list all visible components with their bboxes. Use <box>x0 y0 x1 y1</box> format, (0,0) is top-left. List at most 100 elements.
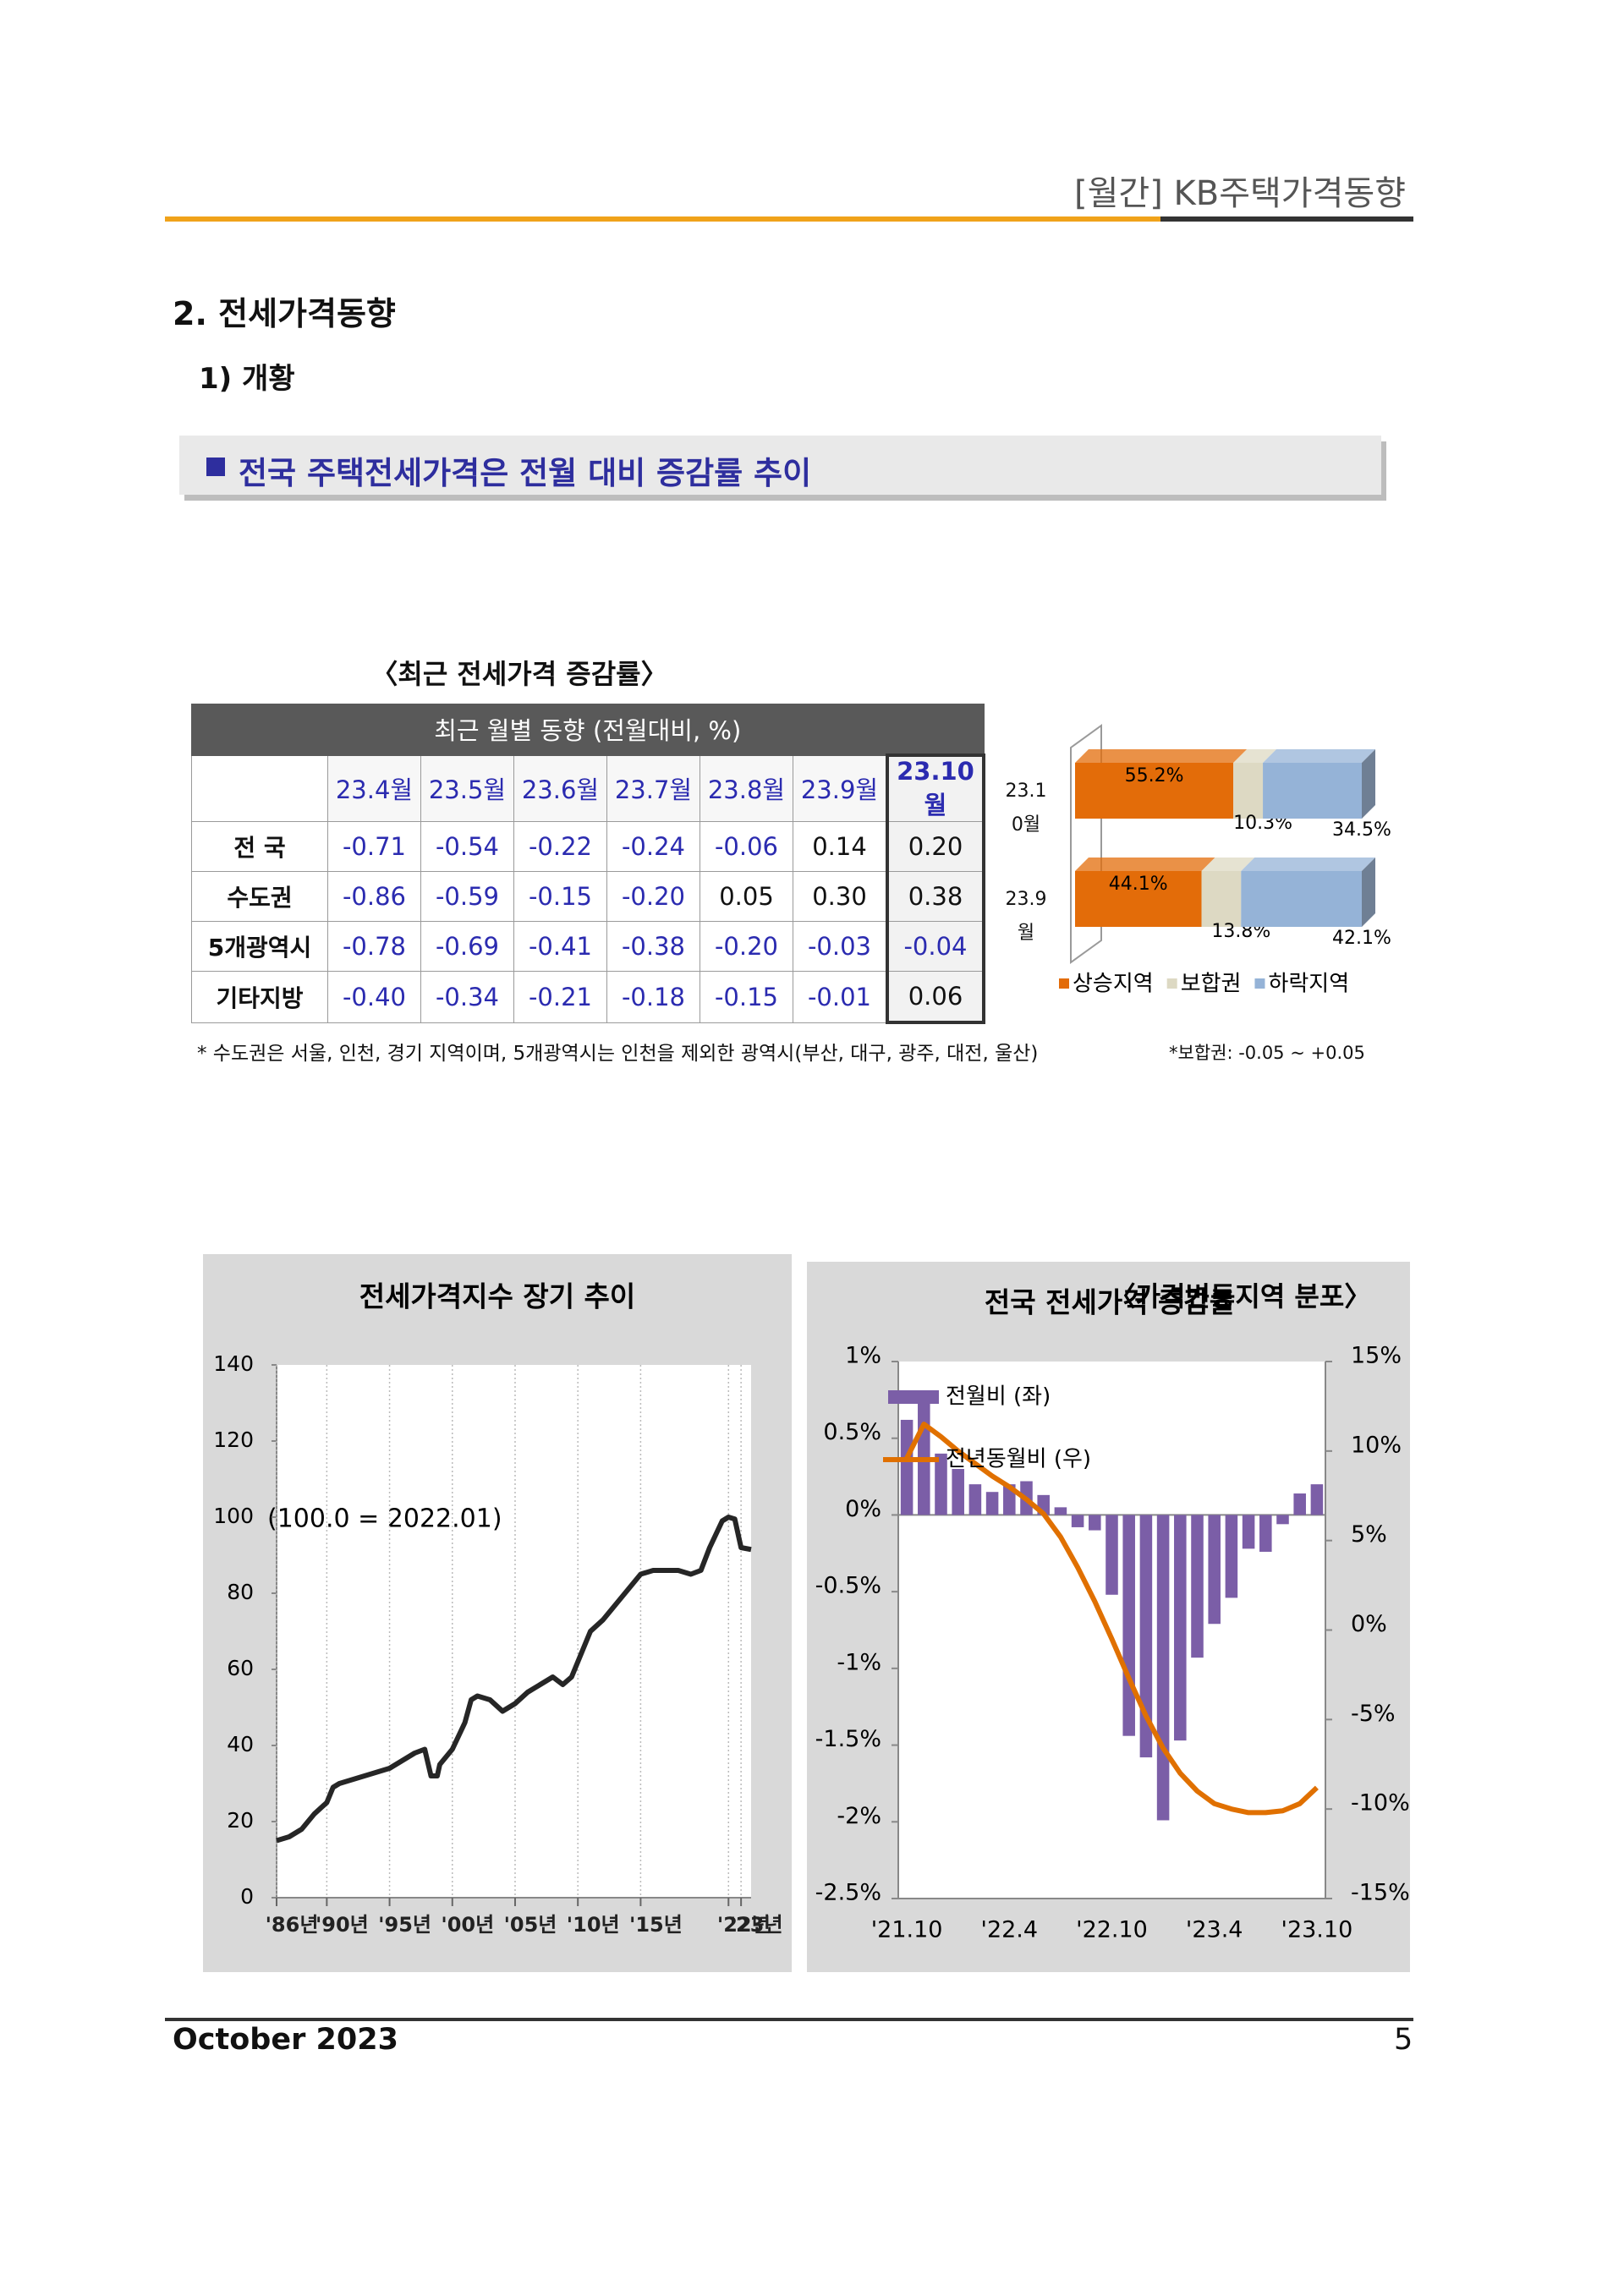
y2-tick-label: -10% <box>1351 1790 1410 1817</box>
table-cell: -0.21 <box>513 971 607 1023</box>
column-header: 23.8월 <box>700 754 793 822</box>
bar-top <box>1201 858 1255 871</box>
y-tick-label: -1% <box>837 1649 881 1675</box>
table-cell: -0.04 <box>886 921 985 972</box>
table-row: 최근 월별 동향 (전월대비, %) <box>191 704 985 756</box>
bar <box>1075 871 1202 927</box>
annotation: (100.0 = 2022.01) <box>267 1504 502 1534</box>
y-tick-label: 0 <box>240 1884 254 1909</box>
table-cell: -0.20 <box>606 871 700 922</box>
banner-text: 전국 주택전세가격은 전월 대비 증감률 추이 <box>239 455 812 491</box>
plot-area <box>277 1365 751 1898</box>
table-cell: 0.06 <box>886 971 985 1024</box>
section-title: 2. 전세가격동향 <box>173 295 396 332</box>
table-cell: -0.59 <box>420 871 514 922</box>
table-cell: -0.78 <box>327 921 421 972</box>
bar <box>1293 1493 1306 1515</box>
row-header: 5개광역시 <box>191 921 328 972</box>
bar <box>1191 1515 1204 1658</box>
category-label: 23.10월 <box>1005 781 1047 836</box>
bar <box>1122 1515 1135 1736</box>
bar-top <box>1241 858 1375 871</box>
x-tick-label: '05년 <box>504 1913 557 1937</box>
bar <box>1075 763 1234 819</box>
y-tick-label: -2% <box>837 1803 881 1829</box>
footer-rule <box>165 2018 1413 2021</box>
x-tick-label: '15년 <box>629 1913 683 1937</box>
table-cell: -0.06 <box>700 821 793 872</box>
bar-top <box>1233 749 1277 763</box>
column-header: 23.7월 <box>606 754 700 822</box>
x-tick-label: '00년 <box>441 1913 494 1937</box>
x-tick-label: '23.4 <box>1186 1917 1243 1943</box>
y-tick-label: 1% <box>845 1343 881 1369</box>
header-rule <box>165 216 1160 222</box>
x-tick-label: '95년 <box>378 1913 431 1937</box>
y-tick-label: -1.5% <box>815 1726 881 1752</box>
bar <box>1242 1515 1255 1549</box>
bar <box>1263 763 1362 819</box>
header-rule-dark <box>1160 216 1413 222</box>
table-cell: 0.38 <box>886 871 985 922</box>
y2-tick-label: 15% <box>1351 1343 1402 1369</box>
table-cell: -0.86 <box>327 871 421 922</box>
x-tick-label: '22.4 <box>981 1917 1039 1943</box>
bar <box>935 1453 947 1515</box>
x-tick-label: '10년 <box>567 1913 620 1937</box>
y-tick-label: 80 <box>227 1580 254 1604</box>
bar <box>1106 1515 1118 1595</box>
y-tick-label: 120 <box>213 1427 254 1452</box>
bar-side <box>1362 858 1375 927</box>
bar <box>1156 1515 1170 1821</box>
y-tick-label: 0.5% <box>823 1419 881 1445</box>
table-cell: -0.40 <box>327 971 421 1023</box>
banner <box>179 436 1381 495</box>
chart-title: 전세가격지수 장기 추이 <box>359 1280 636 1313</box>
table-cell: -0.71 <box>327 821 421 872</box>
table-cell: -0.03 <box>793 921 888 972</box>
bar <box>1054 1507 1067 1515</box>
y-tick-label: 60 <box>227 1656 254 1680</box>
bar <box>1071 1515 1084 1527</box>
legend-label: 전년동월비 (우) <box>946 1447 1091 1472</box>
bar <box>1233 763 1264 819</box>
subsection-title: 1) 개황 <box>199 362 295 396</box>
column-header: 23.9월 <box>793 754 888 822</box>
plot-area <box>898 1362 1325 1899</box>
table-cell: -0.54 <box>420 821 514 872</box>
legend-swatch <box>888 1390 939 1404</box>
bar <box>900 1419 914 1515</box>
table-cell: -0.38 <box>606 921 700 972</box>
table-cell: -0.15 <box>513 871 607 922</box>
column-header: 23.5월 <box>420 754 514 822</box>
chart-title: 〈가격변동지역 분포〉 <box>1109 1280 1372 1312</box>
table-header: 최근 월별 동향 (전월대비, %) <box>191 704 985 756</box>
banner-bullet <box>206 458 225 476</box>
y2-tick-label: 5% <box>1351 1521 1387 1548</box>
table-cell: -0.69 <box>420 921 514 972</box>
y2-tick-label: -15% <box>1351 1880 1410 1906</box>
bar <box>918 1398 930 1515</box>
legend-label: 상승지역 <box>1073 972 1154 997</box>
x-tick-label: '21.10 <box>871 1917 943 1943</box>
x-tick-label: '90년 <box>315 1913 369 1937</box>
legend-label: 하락지역 <box>1268 972 1349 997</box>
bar <box>1225 1515 1238 1598</box>
column-header: 23.6월 <box>513 754 607 822</box>
table-cell: -0.20 <box>700 921 793 972</box>
bar <box>952 1469 964 1515</box>
table-row: 23.4월 23.5월 23.6월 23.7월 23.8월 23.9월 23.10월 <box>191 753 985 822</box>
legend-label: 보합권 <box>1181 972 1242 997</box>
line <box>904 1422 1319 1816</box>
y-tick-label: 20 <box>227 1808 254 1833</box>
data-label: 44.1% <box>1109 874 1168 895</box>
table-cell: -0.15 <box>700 971 793 1023</box>
table-row: 기타지방 -0.40 -0.34 -0.21 -0.18 -0.15 -0.01 0.06 <box>191 971 985 1024</box>
chart-title: 전국 전세가격 증감률 <box>985 1286 1235 1319</box>
table-cell: 0.20 <box>886 821 985 872</box>
row-header: 기타지방 <box>191 971 328 1023</box>
bar <box>1241 871 1362 927</box>
x-tick-label: '22.10 <box>1076 1917 1148 1943</box>
note: *보합권: -0.05 ~ +0.05 <box>1169 1039 1365 1065</box>
row-header: 수도권 <box>191 871 328 922</box>
